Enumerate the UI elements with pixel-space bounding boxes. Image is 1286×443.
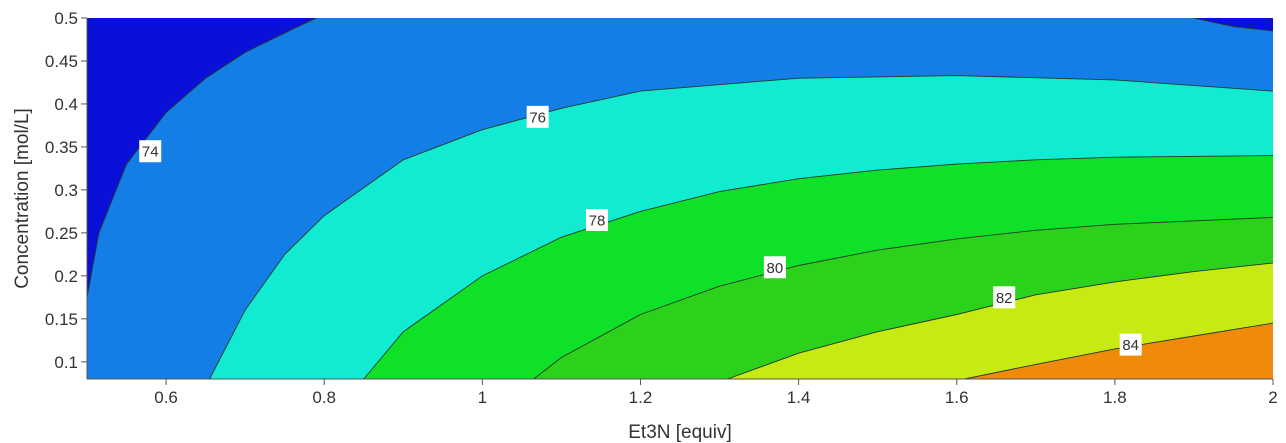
region-below-74-left	[87, 18, 317, 298]
contour-label-box	[139, 140, 162, 163]
x-tick-label: 2	[1268, 388, 1277, 407]
x-axis-title: Et3N [equiv]	[628, 422, 732, 443]
contour-label-box	[1119, 333, 1142, 356]
y-tick-label: 0.15	[45, 310, 78, 329]
contour-label-box	[585, 208, 608, 231]
contour-label-box	[993, 286, 1016, 309]
region-below-74-right	[1193, 18, 1273, 31]
y-tick-label: 0.5	[54, 9, 78, 28]
contour-label: 80	[767, 260, 784, 277]
axes: 0.6 0.8 1 1.2 1.4 1.6 1.8 2 0.1 0.15 0.2 0.25 0.3 0.3…	[45, 9, 1278, 407]
region-above-84	[964, 323, 1273, 379]
contour-label: 82	[996, 290, 1013, 307]
x-tick-label: 0.8	[312, 388, 336, 407]
contour-lines	[87, 18, 1273, 379]
contour-label-box	[763, 256, 786, 279]
x-tick-label: 1.8	[1103, 388, 1127, 407]
x-tick-label: 0.6	[154, 388, 178, 407]
contour-line-74-1	[1193, 18, 1273, 32]
contour-line-74	[87, 18, 317, 298]
y-axis-title: Concentration [mol/L]	[12, 108, 33, 289]
contour-label: 78	[589, 212, 606, 229]
contour-label-box	[526, 105, 549, 128]
y-tick-label: 0.1	[54, 353, 78, 372]
y-tick-label: 0.25	[45, 224, 78, 243]
x-tick-label: 1.2	[629, 388, 653, 407]
contour-line-80-4	[533, 216, 1273, 379]
x-tick-label: 1.4	[787, 388, 811, 407]
x-tick-label: 1	[478, 388, 487, 407]
x-tick-label: 1.6	[945, 388, 969, 407]
y-tick-label: 0.2	[54, 267, 78, 286]
contour-line-78-3	[363, 155, 1273, 379]
contour-line-76-2	[209, 75, 1273, 379]
y-tick-label: 0.45	[45, 52, 78, 71]
y-tick-label: 0.35	[45, 138, 78, 157]
contour-line-84-6	[964, 322, 1273, 379]
contour-label: 84	[1122, 337, 1139, 354]
contour-regions	[87, 18, 1273, 379]
contour-labels: 74 76 78 80 82 84	[139, 105, 1142, 356]
contour-label: 74	[142, 144, 159, 161]
y-tick-label: 0.4	[54, 95, 78, 114]
contour-label: 76	[529, 109, 546, 126]
y-tick-label: 0.3	[54, 181, 78, 200]
